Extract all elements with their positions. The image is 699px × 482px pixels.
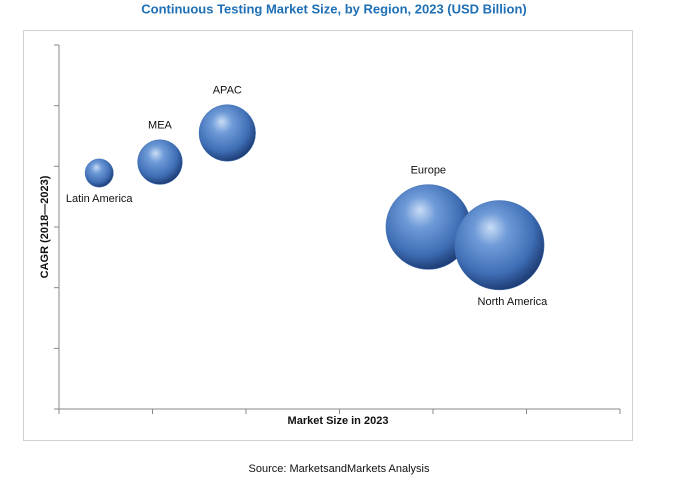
bubble-label: Europe <box>411 164 446 176</box>
bubble-label: APAC <box>213 85 242 97</box>
bubble <box>84 158 114 188</box>
bubble-label: North America <box>478 296 549 308</box>
bubble-label: Latin America <box>66 193 134 205</box>
x-axis-title: Market Size in 2023 <box>288 415 389 427</box>
y-axis-title: CAGR (2018—2023) <box>39 175 51 278</box>
bubble <box>137 139 183 185</box>
plot-frame <box>23 30 633 441</box>
bubble <box>454 200 545 291</box>
source-note: Source: MarketsandMarkets Analysis <box>249 463 430 475</box>
bubble <box>198 104 256 162</box>
chart-title: Continuous Testing Market Size, by Regio… <box>141 1 526 16</box>
bubble-label: MEA <box>148 120 173 132</box>
